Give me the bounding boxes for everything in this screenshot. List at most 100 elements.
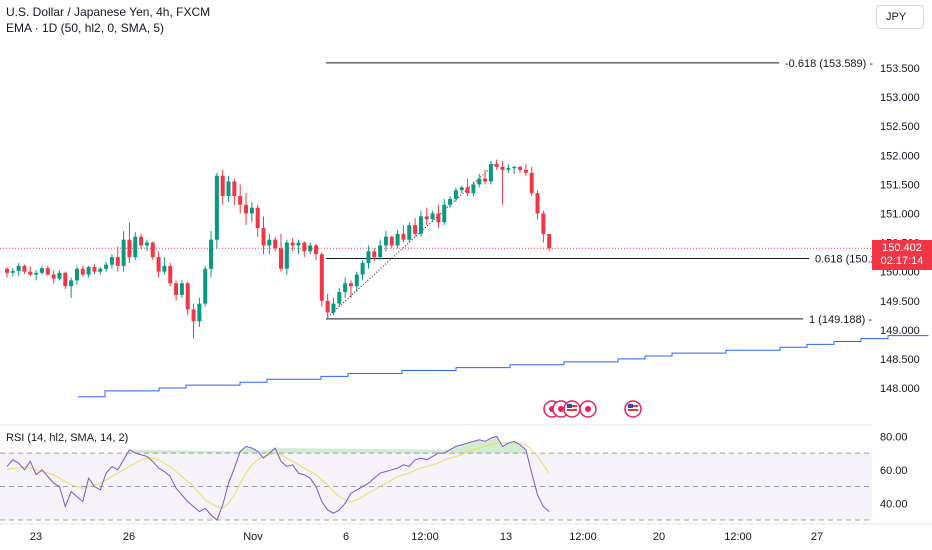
candle-body [378,245,383,258]
candle-body [325,300,330,313]
ema-line [78,335,929,398]
candle-body [383,236,388,246]
price-tick-label: 153.500 [880,63,920,75]
rsi-tick-label: 40.00 [880,498,908,510]
candle-body [115,257,120,266]
candle-body [413,225,418,234]
time-tick-label: 12:00 [411,531,439,543]
candle-body [372,251,377,258]
candle-body [51,274,56,279]
candle-body [518,166,523,170]
time-tick-label: 13 [500,531,512,543]
candle-body [448,198,453,205]
ema-legend[interactable]: EMA · 1D (50, hl2, 0, SMA, 5) [6,21,165,35]
candle-body [290,242,295,246]
candle-body [5,268,9,273]
candle-body [22,265,27,272]
time-tick-label: 26 [123,531,135,543]
candle-body [244,204,249,214]
candle-body [296,242,301,246]
price-tick-label: 152.000 [880,150,920,162]
fib-levels: -0.618 (153.589) -0.618 (150.227) -1 (14… [326,58,900,326]
price-tick-label: 152.500 [880,121,920,133]
time-tick-label: Nov [243,531,263,543]
price-tick-label: 153.000 [880,92,920,104]
candle-body [162,265,167,272]
us-flag-icon [624,400,642,418]
price-tick-label: 149.500 [880,296,920,308]
candle-body [494,164,499,167]
candle-body [331,303,336,313]
candle-body [302,242,307,252]
rsi-tick-label: 80.00 [880,431,908,443]
last-price-badge: 150.402 02:17:14 [872,240,932,270]
candle-body [360,262,365,275]
candle-body [319,254,324,301]
candle-body [313,245,318,255]
rsi-tick-label: 60.00 [880,465,908,477]
candle-body [203,268,208,304]
candle-body [10,271,15,273]
time-tick-label: 6 [343,531,349,543]
candle-body [488,164,493,182]
candle-body [238,196,243,205]
trend-dotted-line [327,161,498,318]
candle-body [459,187,464,191]
candle-body [133,236,138,258]
candle-body [39,268,44,273]
event-marker [579,400,597,418]
candle-body [477,178,482,185]
candle-body [255,207,260,229]
grid-lines [0,247,932,525]
candle-body [512,166,517,169]
candle-body [121,239,126,266]
fib-label: 1 (149.188) - [809,314,872,326]
candle-body [547,233,552,249]
candle-body [104,264,109,269]
candle-body [418,216,423,234]
price-tick-label: 149.000 [880,325,920,337]
candle-body [535,193,540,214]
candle-body [506,168,511,170]
events [543,400,642,418]
candle-body [453,190,458,199]
candle-body [337,292,342,304]
chart-title: U.S. Dollar / Japanese Yen, 4h, FXCM [6,5,211,19]
candle-body [424,216,429,220]
candle-body [395,233,400,246]
bar-countdown: 02:17:14 [880,255,924,267]
rsi-legend[interactable]: RSI (14, hl2, SMA, 14, 2) [6,432,129,444]
candle-body [529,172,534,194]
candle-body [28,271,33,275]
candle-body [63,272,68,287]
candle-body [16,265,21,272]
price-tick-label: 151.000 [880,209,920,221]
candles [5,159,552,339]
candle-body [150,242,155,258]
last-price: 150.402 [882,242,922,254]
candle-body [348,283,353,287]
candle-body [220,175,225,197]
candle-body [541,213,546,234]
candle-body [500,166,505,170]
candle-body [174,283,179,295]
candle-body [308,245,313,252]
candle-body [139,236,144,246]
candle-body [249,207,254,214]
candle-body [109,257,114,265]
candle-body [156,257,161,272]
candle-body [354,274,359,287]
candle-body [401,233,406,240]
trend-line [327,161,498,318]
candle-body [226,181,231,197]
currency-button[interactable]: JPY [876,5,924,29]
rsi-line [6,435,550,521]
time-tick-label: 23 [30,531,42,543]
price-tick-label: 148.500 [880,354,920,366]
ema-step-line [78,335,929,398]
candle-body [261,228,266,246]
candle-body [465,187,470,194]
candle-body [69,280,74,287]
candle-body [267,239,272,246]
